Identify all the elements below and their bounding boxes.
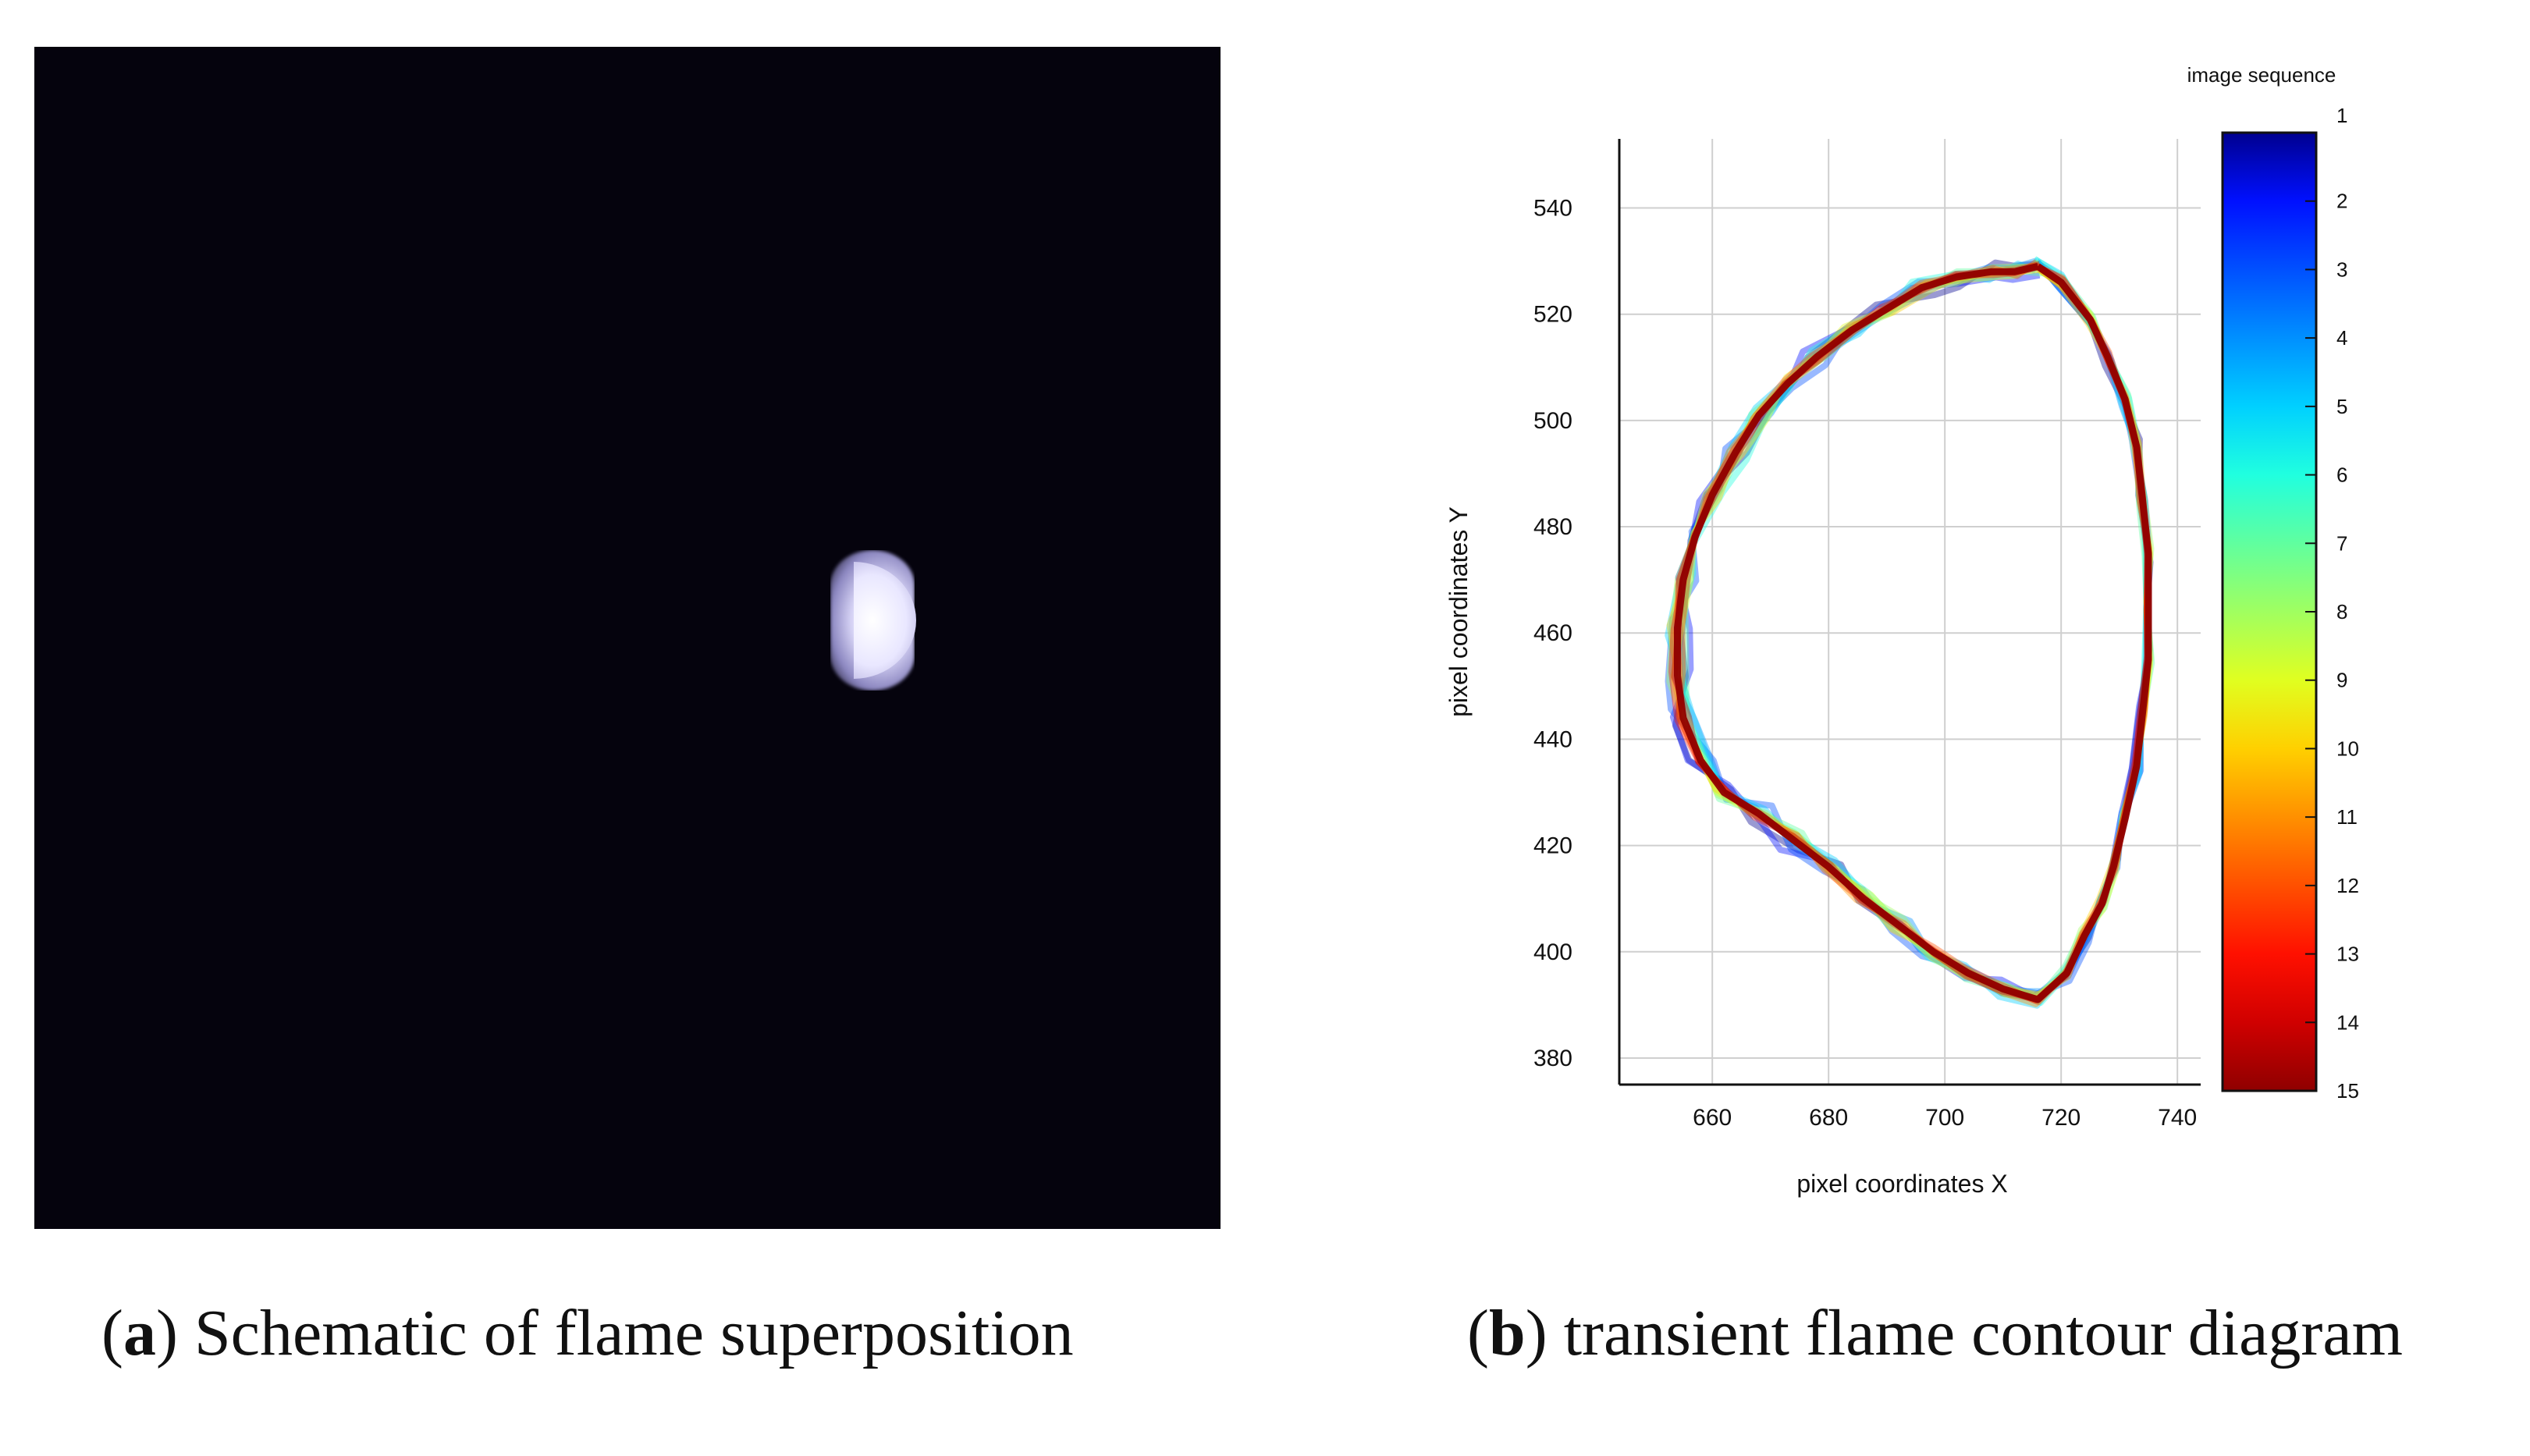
x-tick-label: 740 bbox=[2158, 1105, 2197, 1131]
colorbar-tick-label: 10 bbox=[2336, 737, 2359, 760]
x-axis-label: pixel coordinates X bbox=[1796, 1170, 2007, 1198]
contour-series-7 bbox=[1682, 267, 2155, 1003]
contour-series-14 bbox=[1671, 261, 2151, 1003]
contour-series-1 bbox=[1672, 259, 2154, 1003]
caption-a-letter: a bbox=[123, 1297, 156, 1369]
colorbar-tick-label: 6 bbox=[2336, 463, 2347, 487]
y-tick-label: 460 bbox=[1533, 620, 1572, 646]
contour-series-6 bbox=[1674, 256, 2150, 1007]
x-tick-label: 720 bbox=[2041, 1105, 2080, 1131]
flame-superposition-image bbox=[34, 47, 1221, 1229]
y-axis-label: pixel coordinates Y bbox=[1444, 506, 1473, 717]
colorbar-title: image sequence bbox=[2187, 63, 2336, 87]
y-tick-label: 420 bbox=[1533, 833, 1572, 859]
colorbar-tick-label: 13 bbox=[2336, 943, 2359, 966]
caption-a: (a) Schematic of flame superposition bbox=[101, 1297, 1074, 1369]
colorbar-tick-label: 8 bbox=[2336, 600, 2347, 623]
caption-b-letter: b bbox=[1488, 1297, 1526, 1369]
colorbar-tick-label: 9 bbox=[2336, 669, 2347, 692]
contour-series-2 bbox=[1669, 261, 2152, 1000]
x-tick-label: 700 bbox=[1925, 1105, 1964, 1131]
x-tick-label: 680 bbox=[1809, 1105, 1848, 1131]
colorbar-tick-label: 12 bbox=[2336, 874, 2359, 897]
colorbar-tick-label: 5 bbox=[2336, 395, 2347, 418]
y-tick-label: 400 bbox=[1533, 939, 1572, 965]
colorbar-tick-label: 14 bbox=[2336, 1010, 2359, 1034]
colorbar-tick-label: 7 bbox=[2336, 531, 2347, 555]
colorbar-tick-label: 3 bbox=[2336, 257, 2347, 281]
y-tick-label: 480 bbox=[1533, 514, 1572, 540]
contour-series-12 bbox=[1675, 259, 2152, 1006]
contour-chart-panel: 660 680 700 720 740 380 400 420 440 460 480 500 520 5… bbox=[1420, 47, 2513, 1217]
y-tick-label: 440 bbox=[1533, 726, 1572, 752]
caption-a-text: Schematic of flame superposition bbox=[194, 1297, 1074, 1369]
y-tick-label: 520 bbox=[1533, 302, 1572, 328]
caption-b-text: transient flame contour diagram bbox=[1563, 1297, 2403, 1369]
colorbar-tick-label: 1 bbox=[2336, 104, 2347, 127]
contour-chart: 660 680 700 720 740 380 400 420 440 460 480 500 520 5… bbox=[1444, 63, 2359, 1198]
caption-b: (b) transient flame contour diagram bbox=[1467, 1297, 2403, 1369]
colorbar-tick-label: 2 bbox=[2336, 190, 2347, 213]
colorbar-tick-label: 11 bbox=[2336, 805, 2358, 829]
colorbar bbox=[2221, 131, 2318, 1092]
contour-series-4 bbox=[1670, 257, 2151, 995]
contour-series-3 bbox=[1665, 260, 2152, 997]
colorbar-tick-label: 4 bbox=[2336, 326, 2347, 350]
contour-series-11 bbox=[1673, 262, 2152, 1007]
y-tick-label: 380 bbox=[1533, 1046, 1572, 1071]
x-tick-label: 660 bbox=[1693, 1105, 1732, 1131]
y-tick-label: 500 bbox=[1533, 408, 1572, 434]
contour-series-15 bbox=[1674, 263, 2152, 1003]
y-tick-label: 540 bbox=[1533, 196, 1572, 222]
colorbar-tick-label: 15 bbox=[2336, 1079, 2359, 1103]
contour-series-10 bbox=[1666, 265, 2153, 998]
contour-series-9 bbox=[1670, 259, 2154, 1000]
